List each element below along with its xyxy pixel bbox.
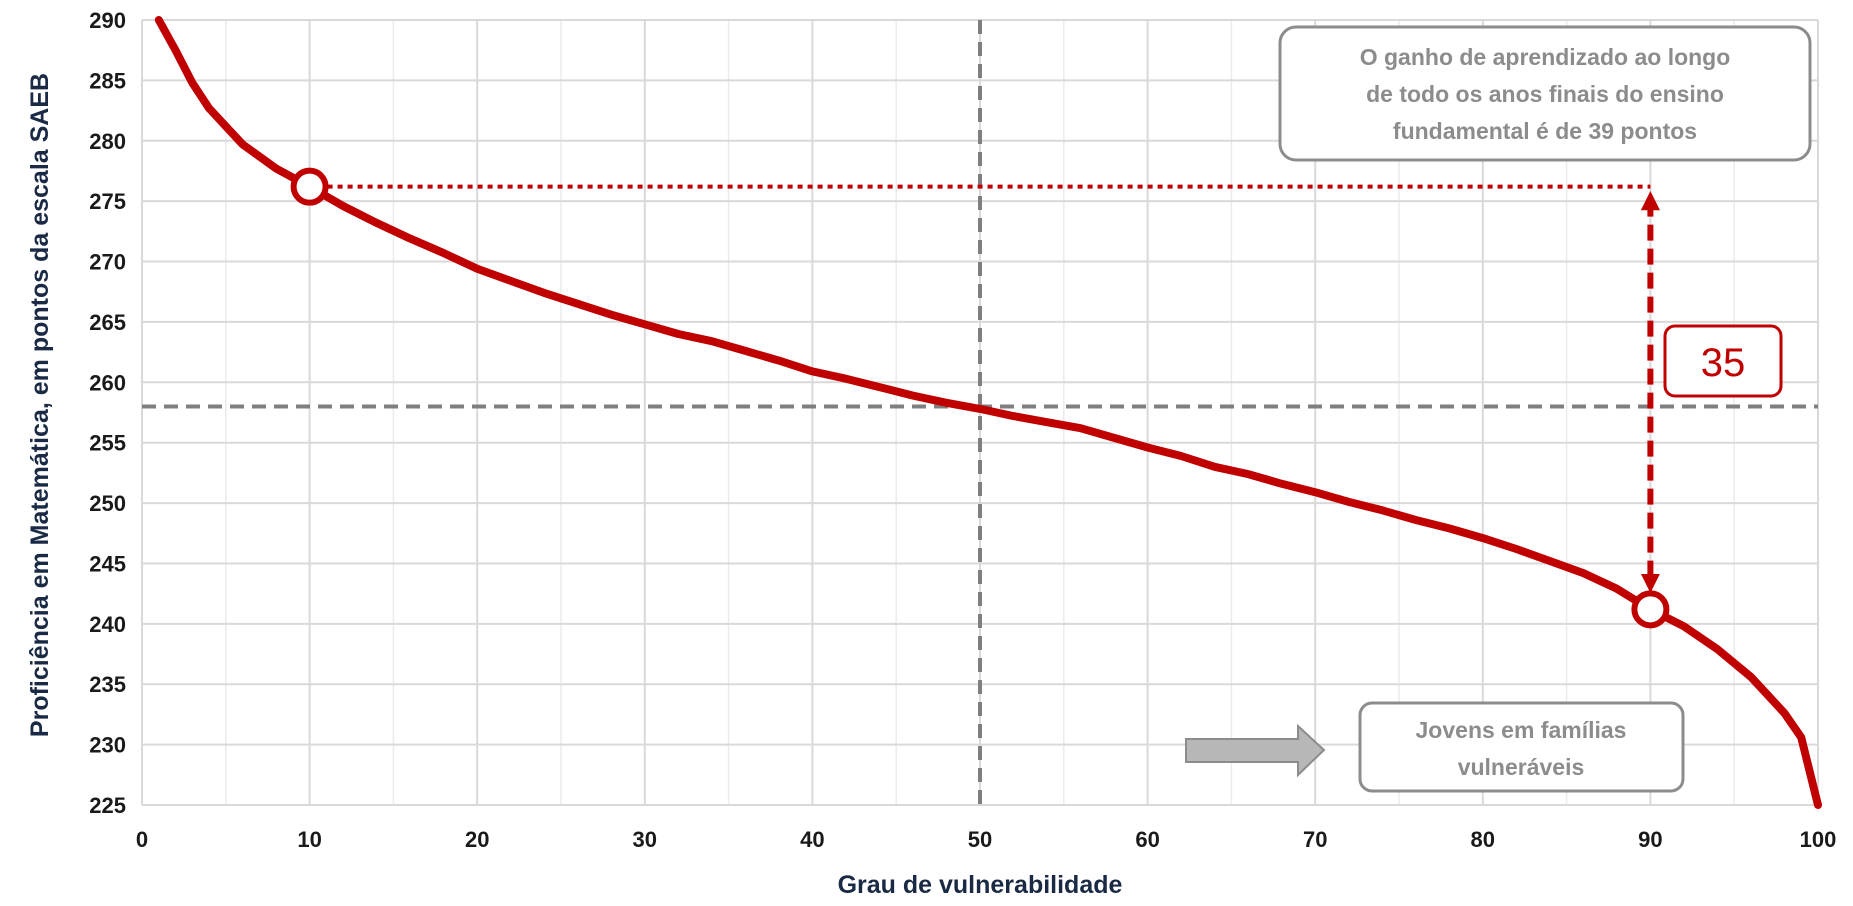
y-tick-label: 255 [89, 431, 126, 456]
annotation-line-2: de todo os anos finais do ensino [1366, 81, 1724, 107]
y-tick-label: 270 [89, 250, 126, 275]
x-tick-label: 80 [1471, 827, 1495, 852]
y-tick-label: 235 [89, 672, 126, 697]
annotation-line-3: fundamental é de 39 pontos [1393, 118, 1697, 144]
y-tick-label: 280 [89, 129, 126, 154]
x-tick-label: 50 [968, 827, 992, 852]
vulnerable-note: Jovens em famílias vulneráveis [1185, 701, 1685, 793]
y-tick-label: 240 [89, 612, 126, 637]
y-tick-label: 260 [89, 370, 126, 395]
y-tick-label: 250 [89, 491, 126, 516]
x-tick-label: 100 [1800, 827, 1837, 852]
y-tick-label: 275 [89, 189, 126, 214]
x-tick-label: 10 [297, 827, 321, 852]
x-tick-label: 30 [633, 827, 657, 852]
x-axis-title: Grau de vulnerabilidade [838, 871, 1123, 899]
gain-label: 35 [1701, 341, 1746, 385]
series-line [154, 16, 1822, 809]
x-tick-label: 90 [1638, 827, 1662, 852]
x-tick-label: 70 [1303, 827, 1327, 852]
right-arrow-icon [1185, 723, 1326, 778]
data-marker [290, 167, 329, 206]
annotation-line-1: O ganho de aprendizado ao longo [1360, 44, 1731, 70]
vulnerable-label-line-1: Jovens em famílias [1416, 717, 1627, 743]
y-tick-label: 245 [89, 551, 126, 576]
y-tick-label: 225 [89, 793, 126, 818]
y-tick-label: 290 [89, 8, 126, 33]
x-axis-ticks: 0 10 20 30 40 50 60 70 80 90 100 [136, 827, 1836, 852]
x-tick-label: 60 [1135, 827, 1159, 852]
x-tick-label: 40 [800, 827, 824, 852]
annotation-box: O ganho de aprendizado ao longo de todo … [1278, 25, 1812, 162]
gain-label-box: 35 [1663, 324, 1783, 398]
gain-guides [327, 184, 1661, 593]
x-tick-label: 0 [136, 827, 148, 852]
y-axis-ticks: 225 230 235 240 245 250 255 260 265 270 275 280 285 2… [89, 8, 126, 818]
vulnerable-label-line-2: vulneráveis [1458, 754, 1585, 780]
y-axis-title: Proficiência em Matemática, em pontos da… [26, 73, 54, 737]
y-tick-label: 265 [89, 310, 126, 335]
y-tick-label: 285 [89, 68, 126, 93]
data-marker [1631, 590, 1670, 629]
markers [290, 167, 1670, 629]
y-tick-label: 230 [89, 733, 126, 758]
x-tick-label: 20 [465, 827, 489, 852]
